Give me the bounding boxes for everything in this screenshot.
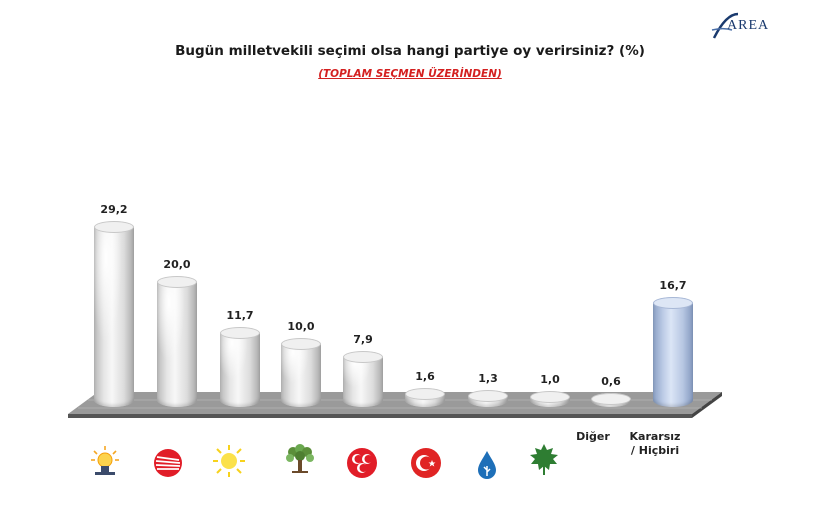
three-crescents-icon bbox=[347, 448, 377, 478]
lightbulb-icon bbox=[91, 446, 119, 475]
value-label: 16,7 bbox=[659, 279, 687, 292]
bar-deva bbox=[468, 390, 508, 407]
bar-saadet bbox=[405, 388, 445, 407]
chart-title: Bugün milletvekili seçimi olsa hangi par… bbox=[175, 43, 645, 59]
bar-diger bbox=[591, 393, 631, 407]
value-label: 1,3 bbox=[478, 372, 498, 385]
chp-six-arrows-icon bbox=[154, 449, 182, 477]
value-label: 11,7 bbox=[226, 309, 254, 322]
bar-gelecek bbox=[530, 391, 570, 407]
value-label: 20,0 bbox=[163, 258, 191, 271]
category-label-kararsiz-line2: / Hiçbiri bbox=[630, 444, 680, 457]
tree-icon bbox=[286, 444, 314, 473]
bar-mhp bbox=[343, 351, 383, 407]
bar-iyi bbox=[220, 327, 260, 407]
bar-hdp bbox=[281, 338, 321, 407]
crescent-star-icon bbox=[411, 448, 441, 478]
water-drop-icon bbox=[478, 451, 496, 479]
bar-chp bbox=[157, 276, 197, 407]
value-label: 1,0 bbox=[540, 373, 560, 386]
bar-kararsiz bbox=[653, 297, 693, 407]
logo-text: AREA bbox=[727, 18, 770, 33]
bar-ak-parti bbox=[94, 221, 134, 407]
logo-swoosh-icon bbox=[711, 12, 739, 39]
value-label: 0,6 bbox=[601, 375, 621, 388]
value-label: 7,9 bbox=[353, 333, 373, 346]
category-label-kararsiz: Kararsız / Hiçbiri bbox=[622, 430, 688, 458]
chart-subtitle: (TOPLAM SEÇMEN ÜZERİNDEN) bbox=[318, 68, 502, 80]
value-label: 10,0 bbox=[287, 320, 315, 333]
category-label-kararsiz-line1: Kararsız bbox=[629, 430, 681, 443]
category-label-diger: Diğer bbox=[576, 430, 610, 443]
sun-icon bbox=[213, 445, 245, 477]
leaf-icon bbox=[530, 444, 558, 475]
value-label: 29,2 bbox=[100, 203, 128, 216]
value-label: 1,6 bbox=[415, 370, 435, 383]
